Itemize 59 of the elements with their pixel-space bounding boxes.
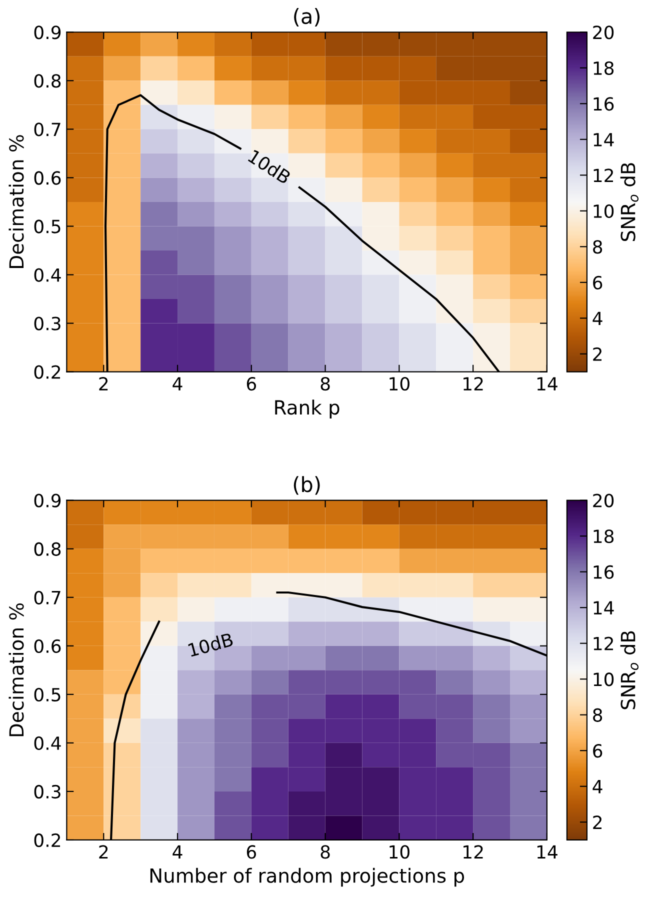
color-bar-label: 8 — [593, 240, 602, 254]
color-bar-label: 14 — [594, 133, 614, 146]
y-tick-label: 0.7 — [34, 122, 60, 136]
x-tick-label: 12 — [464, 845, 483, 859]
annotation: 10dB — [188, 632, 234, 657]
y-tick-label: 0.6 — [34, 171, 61, 185]
x-tick-label: 4 — [172, 377, 182, 390]
y-axis-title: Decimation % — [8, 135, 24, 268]
color-bar-label: 20 — [593, 26, 614, 40]
y-tick-label: 0.3 — [34, 784, 60, 799]
y-tick-label: 0.7 — [34, 590, 60, 604]
y-tick-label: 0.9 — [34, 494, 61, 508]
y-tick-label: 0.3 — [34, 316, 60, 330]
x-tick-label: 2 — [99, 376, 108, 390]
color-bar-title: SNR$_{o}$ dB — [620, 163, 639, 242]
color-bar-label: 4 — [592, 312, 602, 326]
color-bar-label: 8 — [593, 708, 602, 722]
x-tick-label: 14 — [537, 845, 558, 859]
color-bar-label: 12 — [594, 168, 613, 182]
y-tick-label: 0.4 — [34, 268, 61, 282]
color-bar-title: SNR$_{o}$ dB — [620, 631, 639, 710]
y-tick-label: 0.9 — [34, 26, 61, 40]
x-axis-title: Rank p — [275, 400, 340, 418]
chart-title: (b) — [294, 476, 320, 495]
x-tick-label: 8 — [320, 376, 330, 391]
color-bar-label: 10 — [594, 672, 614, 686]
y-tick-label: 0.6 — [34, 639, 61, 653]
color-bar-label: 16 — [594, 565, 614, 579]
y-tick-label: 0.8 — [34, 542, 61, 556]
color-bar-label: 2 — [593, 816, 602, 829]
color-bar-label: 6 — [593, 276, 602, 290]
y-tick-label: 0.4 — [34, 736, 61, 750]
color-bar-label: 2 — [593, 347, 602, 361]
x-tick-label: 4 — [172, 845, 182, 859]
y-axis-title: Decimation % — [8, 603, 24, 736]
x-axis-title: Number of random projections p — [150, 868, 464, 887]
color-bar-label: 10 — [594, 204, 614, 218]
y-tick-label: 0.8 — [34, 74, 61, 88]
color-bar-label: 4 — [592, 780, 602, 794]
x-tick-label: 10 — [390, 376, 410, 391]
x-tick-label: 14 — [537, 377, 558, 390]
color-bar-label: 16 — [594, 97, 614, 111]
color-bar-label: 18 — [594, 61, 614, 75]
y-tick-label: 0.5 — [34, 220, 60, 234]
y-tick-label: 0.5 — [34, 688, 60, 702]
x-tick-label: 6 — [246, 845, 256, 859]
color-bar-label: 12 — [594, 636, 613, 650]
x-tick-label: 12 — [464, 376, 483, 390]
x-tick-label: 2 — [99, 845, 108, 859]
x-tick-label: 8 — [320, 845, 330, 859]
color-bar-label: 18 — [594, 530, 614, 544]
y-tick-label: 0.2 — [34, 365, 60, 379]
color-bar-label: 14 — [594, 601, 614, 614]
color-bar-label: 6 — [593, 744, 602, 758]
chart-title: (a) — [294, 8, 320, 27]
color-bar-label: 20 — [593, 494, 614, 508]
x-tick-label: 10 — [390, 845, 410, 859]
y-tick-label: 0.2 — [34, 833, 60, 848]
x-tick-label: 6 — [246, 376, 256, 391]
